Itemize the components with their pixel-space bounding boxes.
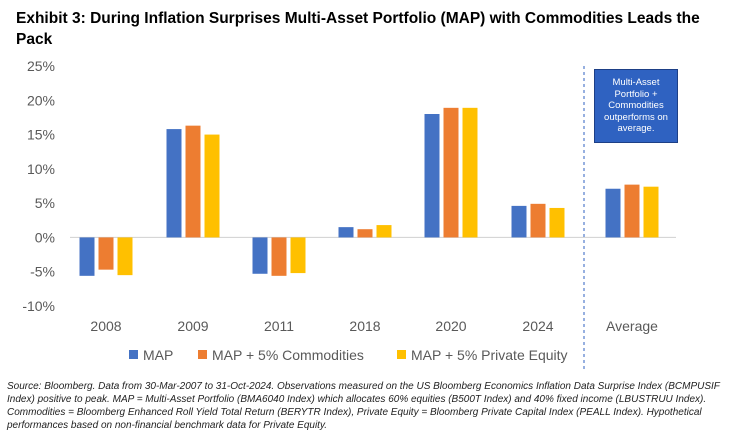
bar-map-5-private-equity-2008 xyxy=(117,237,133,276)
bar-map-5-private-equity-2011 xyxy=(290,237,306,274)
x-tick-label: 2009 xyxy=(177,318,208,334)
y-tick-label: 25% xyxy=(27,58,55,74)
average-callout-box: Multi-Asset Portfolio + Commodities outp… xyxy=(594,69,678,143)
x-tick-label: Average xyxy=(606,318,658,334)
bar-map-5-private-equity-2018 xyxy=(376,225,392,238)
y-tick-label: -10% xyxy=(22,298,55,314)
legend-label: MAP + 5% Private Equity xyxy=(411,347,568,363)
bar-map-5-commodities-2024 xyxy=(530,203,546,238)
legend-swatch xyxy=(397,350,406,359)
legend-swatch xyxy=(129,350,138,359)
y-tick-label: 10% xyxy=(27,161,55,177)
bar-map-2009 xyxy=(166,129,182,238)
bar-map-5-commodities-2011 xyxy=(271,237,287,276)
bar-map-average xyxy=(605,188,621,238)
x-tick-label: 2011 xyxy=(264,318,294,334)
bar-map-2018 xyxy=(338,227,354,238)
legend-swatch xyxy=(198,350,207,359)
bar-map-2008 xyxy=(79,237,95,276)
bar-map-5-private-equity-2020 xyxy=(462,107,478,238)
x-tick-label: 2008 xyxy=(90,318,121,334)
x-tick-label: 2020 xyxy=(435,318,466,334)
bar-map-2020 xyxy=(424,114,440,238)
y-tick-label: 15% xyxy=(27,127,55,143)
bar-map-5-private-equity-average xyxy=(643,186,659,238)
y-tick-label: 20% xyxy=(27,92,55,108)
y-tick-label: 0% xyxy=(35,229,55,245)
y-tick-label: -5% xyxy=(30,264,55,280)
bar-map-5-commodities-2008 xyxy=(98,237,114,270)
bar-map-5-private-equity-2024 xyxy=(549,207,565,238)
bar-map-5-commodities-average xyxy=(624,184,640,238)
y-tick-label: 5% xyxy=(35,195,55,211)
x-tick-label: 2018 xyxy=(349,318,380,334)
legend-label: MAP + 5% Commodities xyxy=(212,347,364,363)
bar-map-2024 xyxy=(511,205,527,238)
bar-map-5-commodities-2020 xyxy=(443,107,459,238)
legend-label: MAP xyxy=(143,347,173,363)
bar-map-5-commodities-2009 xyxy=(185,125,201,238)
bar-map-5-commodities-2018 xyxy=(357,229,373,238)
bar-map-2011 xyxy=(252,237,268,274)
bar-chart: 25% 20% 15% 10% 5% 0% -5% -10% 2008 2009 2011 2018 2… xyxy=(22,58,676,372)
x-tick-label: 2024 xyxy=(522,318,553,334)
bar-map-5-private-equity-2009 xyxy=(204,134,220,238)
chart-title: Exhibit 3: During Inflation Surprises Mu… xyxy=(16,10,700,48)
source-note: Source: Bloomberg. Data from 30-Mar-2007… xyxy=(7,381,720,431)
